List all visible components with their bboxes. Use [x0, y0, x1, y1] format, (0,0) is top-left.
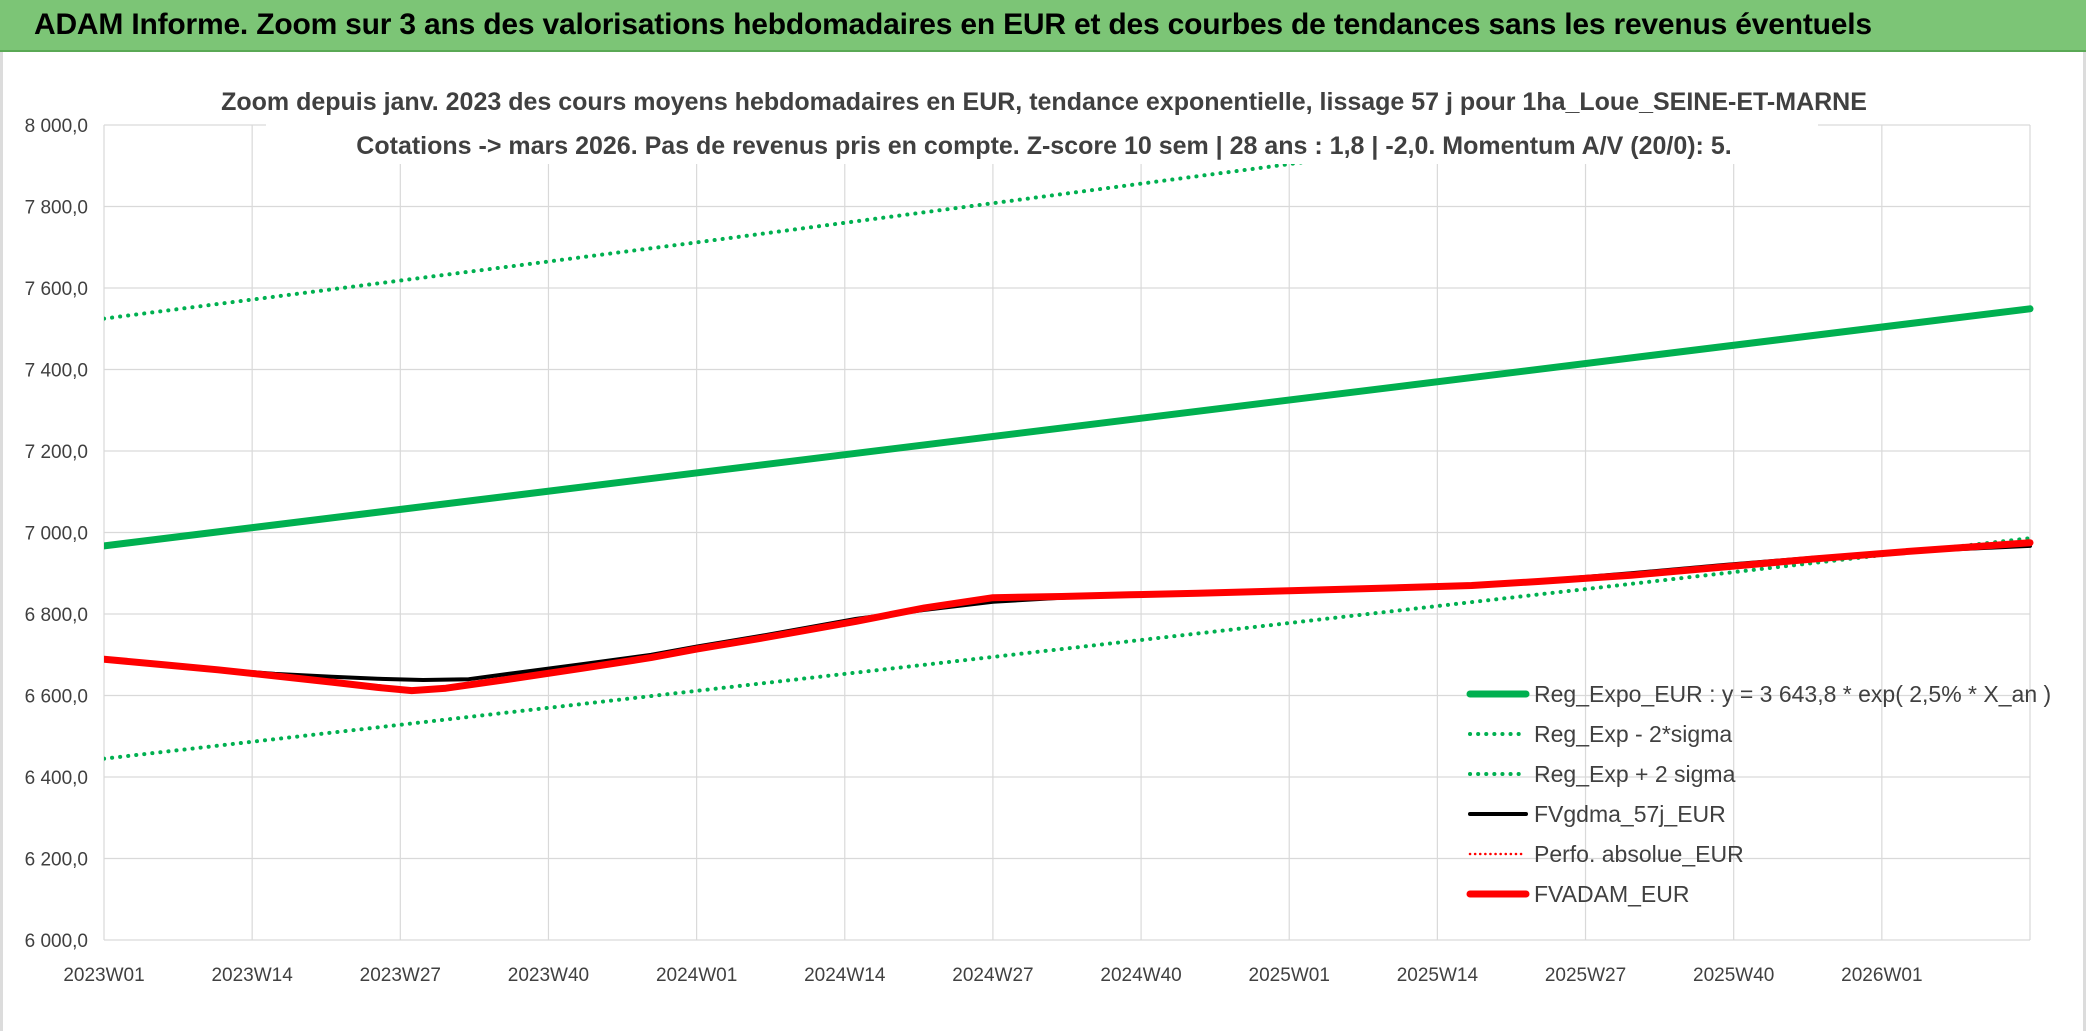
x-tick-label: 2024W40	[1100, 965, 1181, 986]
y-tick-label: 7 800,0	[25, 198, 88, 219]
legend-label-4: Perfo. absolue_EUR	[1534, 841, 1744, 867]
y-tick-label: 7 000,0	[25, 524, 88, 545]
x-tick-label: 2026W01	[1841, 965, 1922, 986]
x-tick-label: 2023W01	[63, 965, 144, 986]
report-title: ADAM Informe. Zoom sur 3 ans des valoris…	[34, 8, 1872, 41]
gridlines	[103, 124, 2031, 941]
y-tick-label: 6 400,0	[25, 768, 88, 789]
legend: Reg_Expo_EUR : y = 3 643,8 * exp( 2,5% *…	[1466, 681, 2051, 907]
series-line-0	[104, 305, 2034, 550]
chart-title-line-2: Cotations -> mars 2026. Pas de revenus p…	[356, 132, 1731, 160]
legend-label-2: Reg_Exp + 2 sigma	[1534, 761, 1736, 787]
series-line-5	[104, 539, 2034, 695]
legend-label-5: FVADAM_EUR	[1534, 881, 1690, 907]
chart-frame	[0, 52, 2086, 1031]
report-banner: ADAM Informe. Zoom sur 3 ans des valoris…	[0, 0, 2086, 52]
x-tick-label: 2025W14	[1397, 965, 1479, 986]
y-axis-ticks: 6 000,0 6 200,0 6 400,0 6 600,0 6 800,0 7 000…	[25, 116, 88, 952]
series-line-1	[104, 536, 2032, 761]
x-tick-label: 2023W40	[508, 965, 589, 986]
y-tick-label: 8 000,0	[25, 116, 88, 137]
y-tick-label: 7 200,0	[25, 442, 88, 463]
x-tick-label: 2024W14	[804, 965, 886, 986]
x-tick-label: 2023W14	[211, 965, 293, 986]
legend-label-0: Reg_Expo_EUR : y = 3 643,8 * exp( 2,5% *…	[1534, 681, 2051, 707]
legend-label-3: FVgdma_57j_EUR	[1534, 801, 1726, 827]
y-tick-label: 7 600,0	[25, 279, 88, 300]
series-layer	[104, 123, 2034, 761]
series-line-4	[104, 541, 2032, 692]
x-tick-label: 2024W01	[656, 965, 737, 986]
y-tick-label: 6 200,0	[25, 850, 88, 871]
x-axis-ticks: 2023W01 2023W14 2023W27 2023W40 2024W01 2024W…	[63, 965, 1922, 986]
title-backdrop	[266, 82, 1818, 164]
x-tick-label: 2025W27	[1545, 965, 1626, 986]
x-tick-label: 2025W40	[1693, 965, 1774, 986]
legend-label-1: Reg_Exp - 2*sigma	[1534, 721, 1732, 747]
y-tick-label: 7 400,0	[25, 361, 88, 382]
chart-title-line-1: Zoom depuis janv. 2023 des cours moyens …	[221, 88, 1867, 116]
x-tick-label: 2025W01	[1249, 965, 1330, 986]
x-tick-label: 2023W27	[360, 965, 441, 986]
y-tick-label: 6 000,0	[25, 931, 88, 952]
y-tick-label: 6 600,0	[25, 687, 88, 708]
y-tick-label: 6 800,0	[25, 605, 88, 626]
x-tick-label: 2024W27	[952, 965, 1033, 986]
